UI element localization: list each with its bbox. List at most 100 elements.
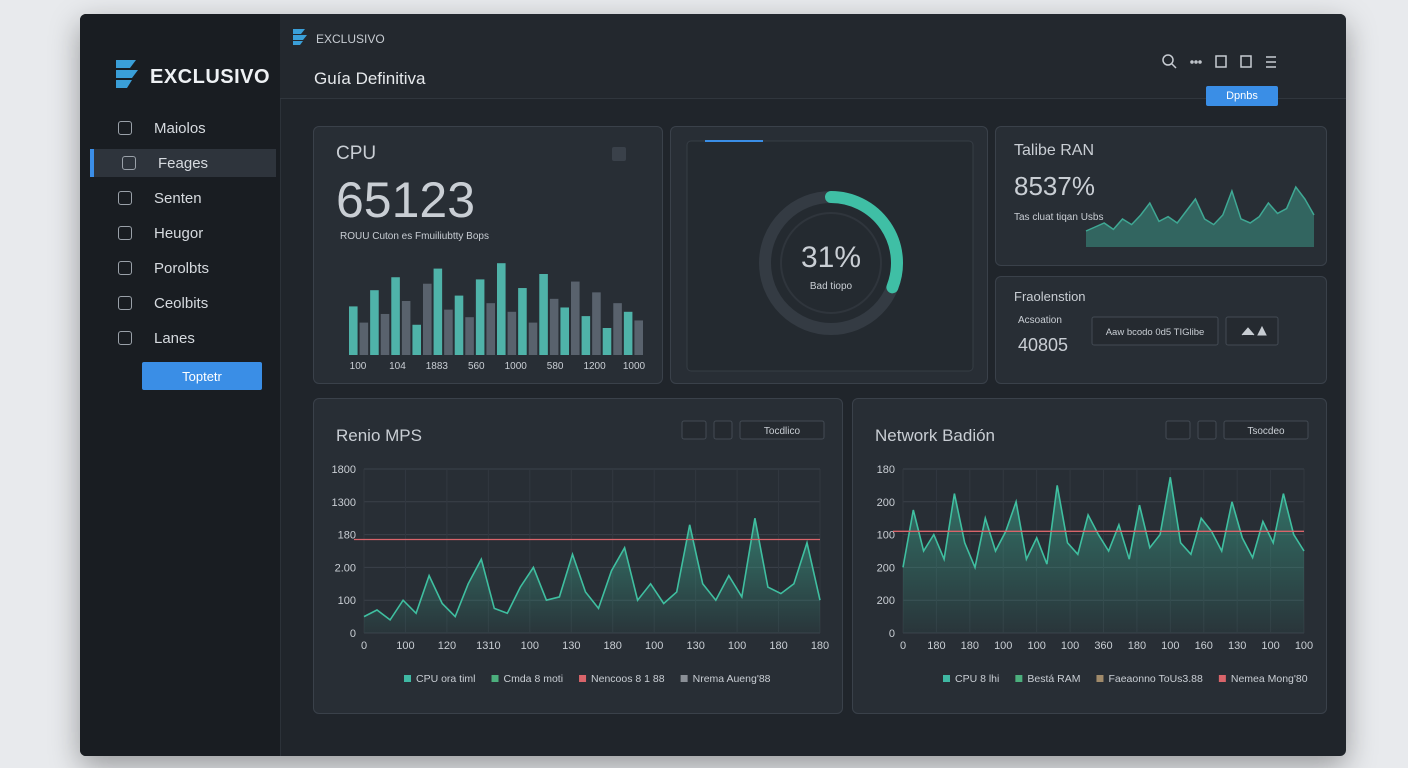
cpu-bar bbox=[433, 268, 443, 355]
top-button[interactable]: Dpnbs bbox=[1206, 86, 1278, 106]
legend-label: Nemea Mong'80 bbox=[1231, 673, 1308, 685]
legend-label: CPU 8 lhi bbox=[955, 673, 999, 685]
nav-label: Porolbts bbox=[154, 259, 210, 277]
toolbar-icons bbox=[1162, 54, 1276, 69]
cpu-bar bbox=[370, 290, 379, 355]
legend-swatch bbox=[491, 675, 499, 682]
toggle-icon bbox=[1241, 325, 1267, 336]
field-label: Acsoation bbox=[1018, 315, 1062, 326]
legend-label: Cmda 8 moti bbox=[504, 673, 564, 685]
sidebar: EXCLUSIVO Maiolos Feages Senten Heugor Porol… bbox=[80, 14, 281, 756]
y-tick-label: 180 bbox=[338, 530, 356, 542]
cpu-card: CPU 65123 ROUU Cuton es Fmuiliubtty Bops 10… bbox=[313, 126, 663, 384]
legend-swatch bbox=[1015, 675, 1023, 682]
line bbox=[902, 477, 1305, 571]
ram-chart: Talibe RAN 8537% Tas cluat tiqan Usbs bbox=[1014, 142, 1315, 247]
dropdown-text: Tsocdeo bbox=[1247, 426, 1285, 437]
app-window: EXCLUSIVO Maiolos Feages Senten Heugor Porol… bbox=[80, 14, 1346, 756]
nav-icon bbox=[122, 156, 136, 170]
cpu-bar bbox=[549, 298, 559, 355]
area bbox=[903, 477, 1304, 633]
search-icon[interactable] bbox=[1162, 54, 1174, 66]
cpu-bar bbox=[560, 307, 569, 355]
card-action[interactable] bbox=[612, 147, 626, 161]
cpu-bar bbox=[475, 279, 485, 355]
fraolenstion-card: Fraolenstion Acsoation 40805 Aaw bcodo 0d5 … bbox=[995, 276, 1327, 384]
cpu-bar bbox=[539, 274, 548, 355]
toggle-box[interactable] bbox=[1225, 316, 1279, 346]
menu-icon[interactable] bbox=[1266, 56, 1276, 68]
ram-line bbox=[1085, 185, 1315, 232]
card-title: CPU bbox=[336, 143, 376, 164]
share-icon[interactable] bbox=[1215, 55, 1227, 68]
dropdown[interactable] bbox=[1223, 420, 1309, 440]
more-icon[interactable] bbox=[1190, 60, 1202, 64]
cpu-bar bbox=[444, 309, 453, 355]
cpu-bar bbox=[602, 328, 612, 355]
line-chart: Network Badión Tsocdeo 180 200 100 200 200 00 18… bbox=[875, 420, 1313, 685]
ram-caption: Tas cluat tiqan Usbs bbox=[1014, 212, 1104, 223]
ram-value: 8537% bbox=[1014, 171, 1095, 201]
cpu-bar bbox=[454, 295, 464, 355]
y-tick-label: 0 bbox=[350, 628, 356, 640]
x-label: 560 bbox=[468, 361, 485, 372]
app-name: EXCLUSIVO bbox=[316, 32, 385, 46]
chart-btn[interactable] bbox=[713, 420, 733, 440]
x-tick-label: 100 bbox=[521, 640, 539, 652]
gauge: 31% Bad tiopo bbox=[686, 140, 974, 372]
x-tick-label: 0 bbox=[900, 640, 906, 652]
chart-btn[interactable] bbox=[1197, 420, 1217, 440]
x-label: 1000 bbox=[623, 361, 646, 372]
x-tick-label: 100 bbox=[1261, 640, 1279, 652]
dropdown[interactable] bbox=[739, 420, 825, 440]
y-tick-label: 100 bbox=[877, 530, 895, 542]
x-tick-label: 1310 bbox=[476, 640, 500, 652]
x-label: 580 bbox=[547, 361, 564, 372]
gauge-arc bbox=[825, 191, 903, 294]
y-tick-label: 2.00 bbox=[335, 562, 356, 574]
legend-label: Bestá RAM bbox=[1027, 673, 1080, 685]
sidebar-button[interactable]: Toptetr bbox=[142, 362, 262, 390]
app-logo bbox=[293, 29, 307, 45]
card-title: Fraolenstion bbox=[1014, 289, 1086, 304]
cpu-bar bbox=[465, 317, 474, 355]
nav-label: Senten bbox=[154, 189, 202, 207]
cpu-bar bbox=[518, 288, 527, 355]
legend-swatch bbox=[1218, 675, 1226, 682]
nav-item[interactable]: Lanes bbox=[90, 324, 272, 352]
cpu-bar bbox=[613, 303, 622, 355]
nav-item[interactable]: Feages bbox=[90, 149, 276, 177]
nav-icon bbox=[118, 331, 132, 345]
cpu-bar bbox=[528, 322, 538, 355]
chart-btn[interactable] bbox=[1165, 420, 1191, 440]
nav-label: Lanes bbox=[154, 329, 195, 347]
x-tick-label: 100 bbox=[1027, 640, 1045, 652]
chart-title: Network Badión bbox=[875, 426, 995, 445]
y-tick-label: 0 bbox=[889, 628, 895, 640]
nav-item[interactable]: Maiolos bbox=[90, 114, 272, 142]
y-tick-label: 180 bbox=[877, 464, 895, 476]
x-label: 1200 bbox=[583, 361, 606, 372]
cpu-bar bbox=[571, 281, 580, 355]
chart-btn[interactable] bbox=[681, 420, 707, 440]
cpu-bar bbox=[380, 313, 390, 355]
x-tick-label: 130 bbox=[1228, 640, 1246, 652]
dropdown-text: Tocdlico bbox=[764, 426, 801, 437]
ram-area bbox=[1086, 187, 1314, 247]
ram-card: Talibe RAN 8537% Tas cluat tiqan Usbs bbox=[995, 126, 1327, 266]
notify-icon[interactable] bbox=[1240, 55, 1252, 68]
cpu-bar bbox=[359, 322, 369, 355]
nav-item[interactable]: Heugor bbox=[90, 219, 272, 247]
cpu-bar bbox=[592, 292, 601, 355]
nav-item[interactable]: Ceolbits bbox=[90, 289, 272, 317]
y-tick-label: 1300 bbox=[332, 497, 356, 509]
action-box[interactable] bbox=[1091, 316, 1219, 346]
nav-item[interactable]: Senten bbox=[90, 184, 272, 212]
cpu-bar bbox=[507, 311, 517, 355]
action-text: Aaw bcodo 0d5 TIGlibe bbox=[1106, 327, 1205, 338]
gauge-inner bbox=[686, 140, 974, 372]
nav-item[interactable]: Porolbts bbox=[90, 254, 272, 282]
brand-name: EXCLUSIVO bbox=[150, 66, 271, 88]
cpu-value: 65123 bbox=[336, 172, 475, 228]
